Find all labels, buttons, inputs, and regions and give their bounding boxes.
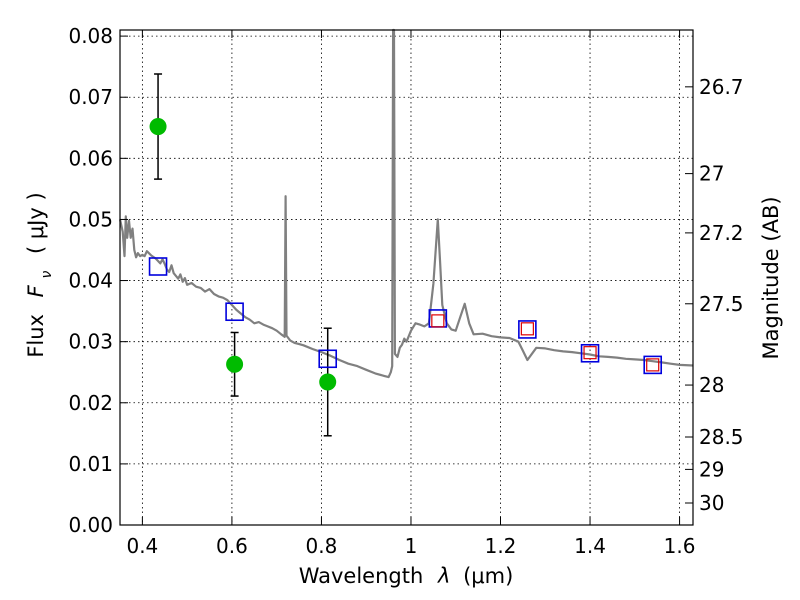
y-tick-label: 0.00	[68, 513, 113, 537]
y2-tick-label: 27.5	[699, 292, 744, 316]
y-tick-label: 0.01	[68, 452, 113, 476]
model-photometry-square	[148, 257, 168, 276]
observed-point	[319, 373, 337, 391]
x-axis-label: Wavelength λ (μm)	[299, 564, 514, 588]
y-tick-label: 0.03	[68, 330, 113, 354]
y-axis-label-unit: ( μJy )	[24, 192, 48, 254]
y-tick-label: 0.05	[68, 207, 113, 231]
model-photometry-square	[643, 355, 663, 375]
y2-tick-label: 26.7	[699, 75, 744, 99]
y2-tick-label: 27.2	[699, 221, 744, 245]
axis-ticks: 0.4 0.6 0.8 1 1.2 1.4 1.6 0.00 0.01 0.02 0.03 0.04 0…	[68, 24, 743, 558]
model-photometry-square	[580, 343, 600, 363]
y2-tick-label: 27	[699, 162, 724, 186]
y2-tick-label: 28	[699, 373, 724, 397]
data-points	[148, 73, 663, 437]
x-tick-label: 0.6	[216, 534, 248, 558]
y-tick-label: 0.07	[68, 85, 113, 109]
model-photometry-square-red	[646, 358, 660, 372]
model-photometry-square-red	[583, 346, 597, 360]
y-tick-label: 0.04	[68, 269, 113, 293]
x-tick-label: 0.4	[126, 534, 158, 558]
grid	[120, 30, 693, 526]
plot-frame	[119, 29, 694, 526]
y2-tick-label: 30	[699, 491, 724, 515]
y2-tick-label: 29	[699, 457, 724, 481]
y-axis-label: Flux F ν ( μJy )	[24, 192, 55, 357]
y-axis-label-subscript: ν	[39, 271, 55, 279]
y-tick-label: 0.02	[68, 391, 113, 415]
y-tick-label: 0.06	[68, 146, 113, 170]
model-photometry-square-red	[431, 314, 445, 328]
y2-tick-label: 28.5	[699, 425, 744, 449]
y-axis-label-symbol: F	[24, 284, 48, 297]
x-tick-label: 0.8	[306, 534, 338, 558]
observed-point	[226, 355, 244, 373]
observed-point	[149, 118, 167, 136]
x-tick-label: 1.4	[574, 534, 606, 558]
model-photometry-square	[318, 349, 338, 369]
model-spectrum-line	[118, 28, 694, 379]
model-photometry-square-red	[520, 322, 534, 336]
x-tick-label: 1	[405, 534, 418, 558]
x-axis-label-text: Wavelength	[299, 564, 424, 588]
model-photometry-square	[518, 320, 537, 339]
model-spectrum	[118, 28, 694, 379]
x-axis-label-unit: (μm)	[463, 564, 513, 588]
y2-axis-label: Magnitude (AB)	[759, 196, 783, 359]
x-axis-label-symbol: λ	[437, 564, 450, 588]
model-photometry-square	[225, 302, 244, 322]
x-tick-label: 1.6	[664, 534, 696, 558]
x-tick-label: 1.2	[485, 534, 517, 558]
y-axis-label-text: Flux	[24, 314, 48, 358]
y-tick-label: 0.08	[68, 24, 113, 48]
